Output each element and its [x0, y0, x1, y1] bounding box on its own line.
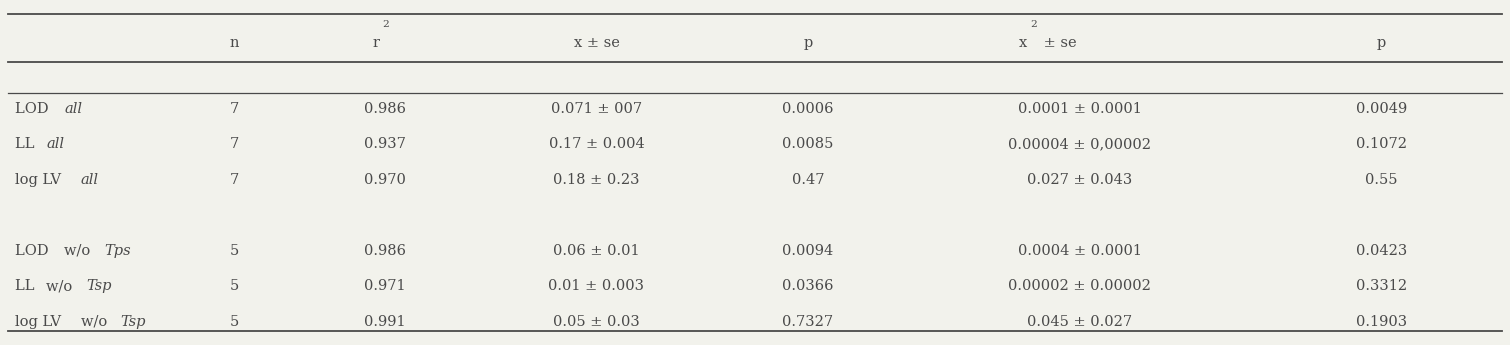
- Text: Tsp: Tsp: [121, 315, 146, 329]
- Text: LL: LL: [15, 279, 39, 293]
- Text: all: all: [80, 173, 98, 187]
- Text: 5: 5: [230, 244, 239, 258]
- Text: w/o: w/o: [80, 315, 112, 329]
- Text: 0.0094: 0.0094: [782, 244, 834, 258]
- Text: 7: 7: [230, 173, 239, 187]
- Text: 0.0006: 0.0006: [782, 102, 834, 116]
- Text: LL: LL: [15, 137, 39, 151]
- Text: 5: 5: [230, 315, 239, 329]
- Text: 0.0366: 0.0366: [782, 279, 834, 293]
- Text: Tsp: Tsp: [86, 279, 112, 293]
- Text: 0.55: 0.55: [1365, 173, 1398, 187]
- Text: 0.00002 ± 0.00002: 0.00002 ± 0.00002: [1009, 279, 1151, 293]
- Text: 0.0085: 0.0085: [782, 137, 834, 151]
- Text: p: p: [803, 36, 812, 50]
- Text: 0.06 ± 0.01: 0.06 ± 0.01: [553, 244, 640, 258]
- Text: 5: 5: [230, 279, 239, 293]
- Text: 0.986: 0.986: [364, 244, 406, 258]
- Text: LOD: LOD: [15, 102, 53, 116]
- Text: 0.1072: 0.1072: [1356, 137, 1407, 151]
- Text: 0.027 ± 0.043: 0.027 ± 0.043: [1027, 173, 1132, 187]
- Text: x: x: [1019, 36, 1027, 50]
- Text: 0.071 ± 007: 0.071 ± 007: [551, 102, 642, 116]
- Text: 0.971: 0.971: [364, 279, 406, 293]
- Text: 0.00004 ± 0,00002: 0.00004 ± 0,00002: [1009, 137, 1151, 151]
- Text: LOD: LOD: [15, 244, 53, 258]
- Text: 0.937: 0.937: [364, 137, 406, 151]
- Text: 0.970: 0.970: [364, 173, 406, 187]
- Text: 0.17 ± 0.004: 0.17 ± 0.004: [548, 137, 645, 151]
- Text: w/o: w/o: [47, 279, 77, 293]
- Text: p: p: [1377, 36, 1386, 50]
- Text: 0.0001 ± 0.0001: 0.0001 ± 0.0001: [1018, 102, 1142, 116]
- Text: 0.7327: 0.7327: [782, 315, 834, 329]
- Text: 0.986: 0.986: [364, 102, 406, 116]
- Text: 7: 7: [230, 102, 239, 116]
- Text: all: all: [65, 102, 83, 116]
- Text: all: all: [47, 137, 65, 151]
- Text: 0.05 ± 0.03: 0.05 ± 0.03: [553, 315, 640, 329]
- Text: 0.1903: 0.1903: [1356, 315, 1407, 329]
- Text: 0.18 ± 0.23: 0.18 ± 0.23: [553, 173, 640, 187]
- Text: 2: 2: [1030, 20, 1037, 29]
- Text: 0.47: 0.47: [791, 173, 824, 187]
- Text: w/o: w/o: [65, 244, 95, 258]
- Text: 0.991: 0.991: [364, 315, 406, 329]
- Text: 0.01 ± 0.003: 0.01 ± 0.003: [548, 279, 645, 293]
- Text: log LV: log LV: [15, 315, 66, 329]
- Text: 0.0004 ± 0.0001: 0.0004 ± 0.0001: [1018, 244, 1142, 258]
- Text: 7: 7: [230, 137, 239, 151]
- Text: x ± se: x ± se: [574, 36, 619, 50]
- Text: log LV: log LV: [15, 173, 66, 187]
- Text: n: n: [230, 36, 239, 50]
- Text: 0.0049: 0.0049: [1356, 102, 1407, 116]
- Text: ± se: ± se: [1039, 36, 1077, 50]
- Text: r: r: [373, 36, 381, 50]
- Text: 2: 2: [382, 20, 388, 29]
- Text: 0.045 ± 0.027: 0.045 ± 0.027: [1027, 315, 1132, 329]
- Text: 0.3312: 0.3312: [1356, 279, 1407, 293]
- Text: Tps: Tps: [104, 244, 131, 258]
- Text: 0.0423: 0.0423: [1356, 244, 1407, 258]
